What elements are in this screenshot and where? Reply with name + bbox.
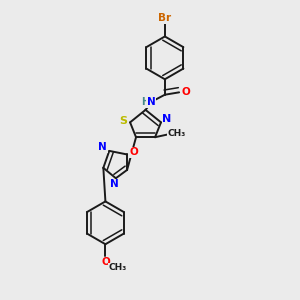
Text: O: O — [101, 257, 110, 267]
Text: H: H — [141, 98, 149, 107]
Text: S: S — [119, 116, 128, 126]
Text: O: O — [129, 147, 138, 157]
Text: N: N — [162, 114, 172, 124]
Text: N: N — [98, 142, 107, 152]
Text: Br: Br — [158, 13, 171, 23]
Text: CH₃: CH₃ — [168, 129, 186, 138]
Text: N: N — [110, 179, 119, 189]
Text: CH₃: CH₃ — [109, 263, 127, 272]
Text: O: O — [181, 87, 190, 97]
Text: N: N — [147, 98, 156, 107]
